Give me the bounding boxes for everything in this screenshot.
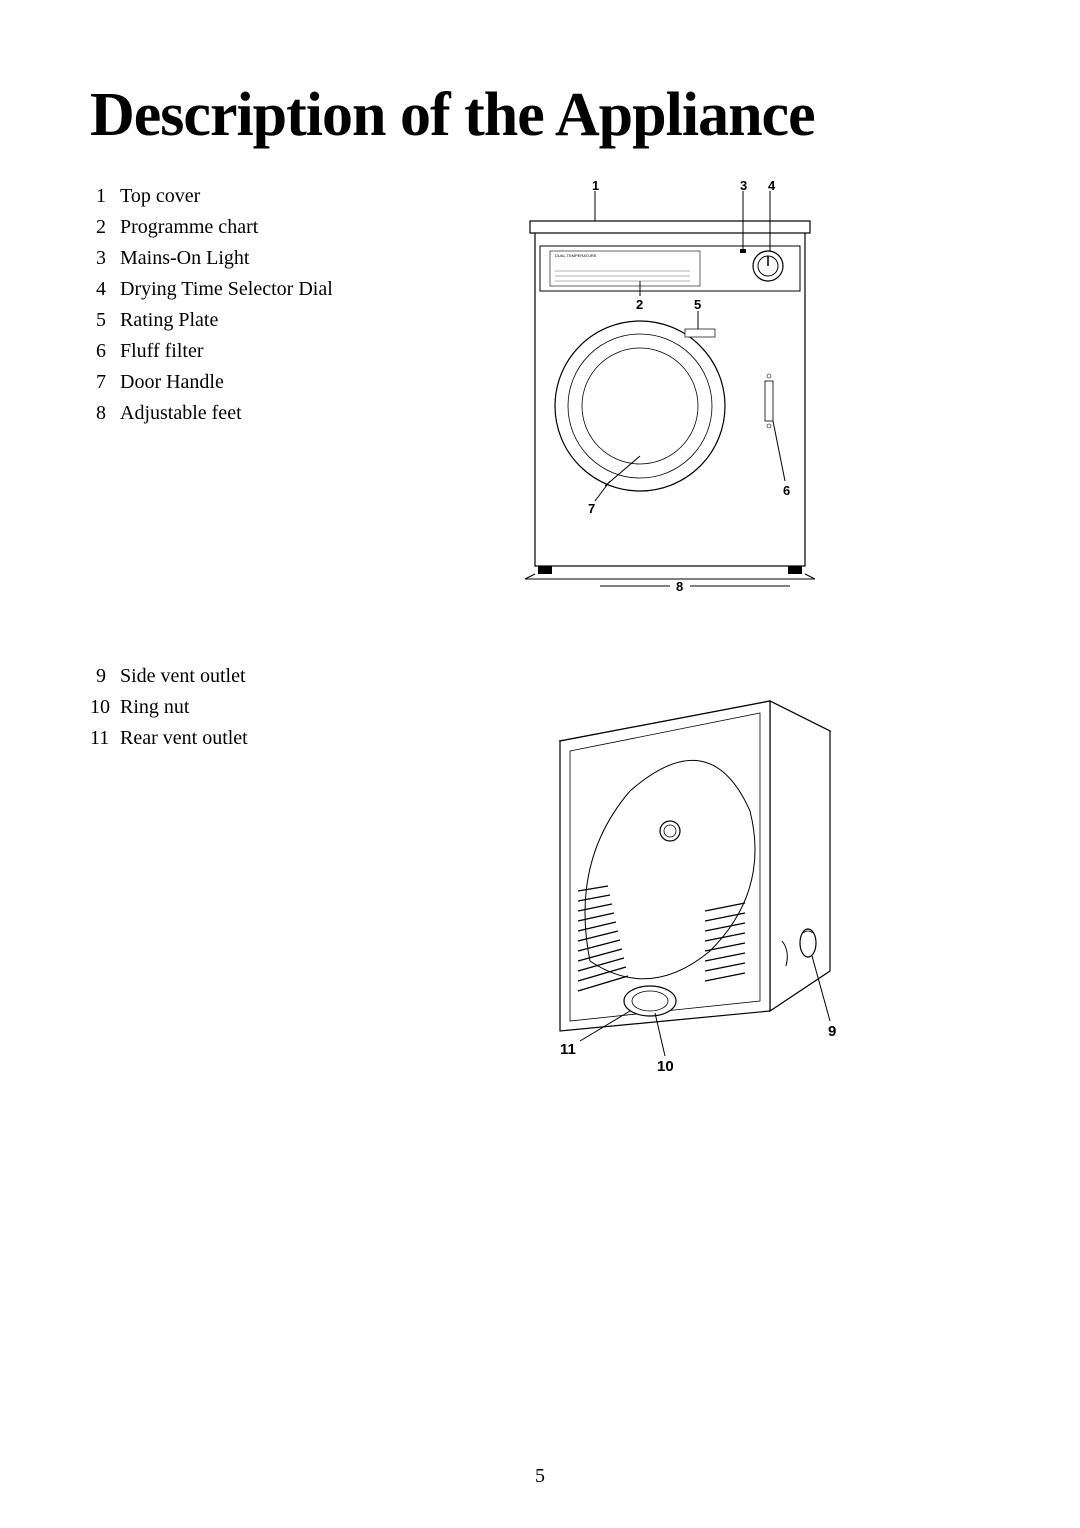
part-num: 7: [90, 367, 120, 398]
parts-list-2: 9Side vent outlet 10Ring nut 11Rear vent…: [90, 661, 470, 754]
svg-text:1: 1: [592, 181, 599, 193]
section-rear: 9Side vent outlet 10Ring nut 11Rear vent…: [90, 661, 990, 1081]
svg-text:5: 5: [694, 297, 701, 312]
svg-text:11: 11: [560, 1041, 576, 1058]
list-item: 7Door Handle: [90, 367, 470, 398]
svg-text:9: 9: [828, 1023, 836, 1040]
part-label: Fluff filter: [120, 336, 470, 367]
svg-text:6: 6: [783, 483, 790, 498]
list-item: 8Adjustable feet: [90, 398, 470, 429]
rear-diagram: 11 10 9: [510, 661, 990, 1081]
list-item: 6Fluff filter: [90, 336, 470, 367]
part-num: 3: [90, 243, 120, 274]
list-item: 11Rear vent outlet: [90, 723, 470, 754]
list-item: 3Mains-On Light: [90, 243, 470, 274]
part-num: 2: [90, 212, 120, 243]
part-num: 6: [90, 336, 120, 367]
part-num: 4: [90, 274, 120, 305]
part-num: 8: [90, 398, 120, 429]
part-num: 1: [90, 181, 120, 212]
dryer-front-icon: DUAL TEMPERATURE: [510, 181, 830, 601]
svg-text:7: 7: [588, 501, 595, 516]
svg-text:2: 2: [636, 297, 643, 312]
section-front: 1Top cover 2Programme chart 3Mains-On Li…: [90, 181, 990, 601]
list-item: 2Programme chart: [90, 212, 470, 243]
part-label: Programme chart: [120, 212, 470, 243]
part-label: Mains-On Light: [120, 243, 470, 274]
svg-text:4: 4: [768, 181, 776, 193]
svg-text:10: 10: [657, 1058, 674, 1075]
front-diagram: DUAL TEMPERATURE: [510, 181, 990, 601]
parts-list-1: 1Top cover 2Programme chart 3Mains-On Li…: [90, 181, 470, 429]
dryer-rear-icon: 11 10 9: [510, 661, 870, 1081]
list-item: 9Side vent outlet: [90, 661, 470, 692]
svg-text:3: 3: [740, 181, 747, 193]
svg-text:DUAL TEMPERATURE: DUAL TEMPERATURE: [555, 253, 597, 258]
list-item: 5Rating Plate: [90, 305, 470, 336]
list-item: 4Drying Time Selector Dial: [90, 274, 470, 305]
svg-text:8: 8: [676, 579, 683, 594]
part-label: Rating Plate: [120, 305, 470, 336]
part-label: Side vent outlet: [120, 661, 470, 692]
part-label: Drying Time Selector Dial: [120, 274, 470, 305]
part-label: Top cover: [120, 181, 470, 212]
part-num: 10: [90, 692, 120, 723]
part-num: 5: [90, 305, 120, 336]
part-label: Rear vent outlet: [120, 723, 470, 754]
part-label: Door Handle: [120, 367, 470, 398]
list-item: 10Ring nut: [90, 692, 470, 723]
part-label: Adjustable feet: [120, 398, 470, 429]
page-title: Description of the Appliance: [90, 80, 990, 151]
part-num: 11: [90, 723, 120, 754]
page-number: 5: [0, 1465, 1080, 1488]
part-num: 9: [90, 661, 120, 692]
list-item: 1Top cover: [90, 181, 470, 212]
part-label: Ring nut: [120, 692, 470, 723]
